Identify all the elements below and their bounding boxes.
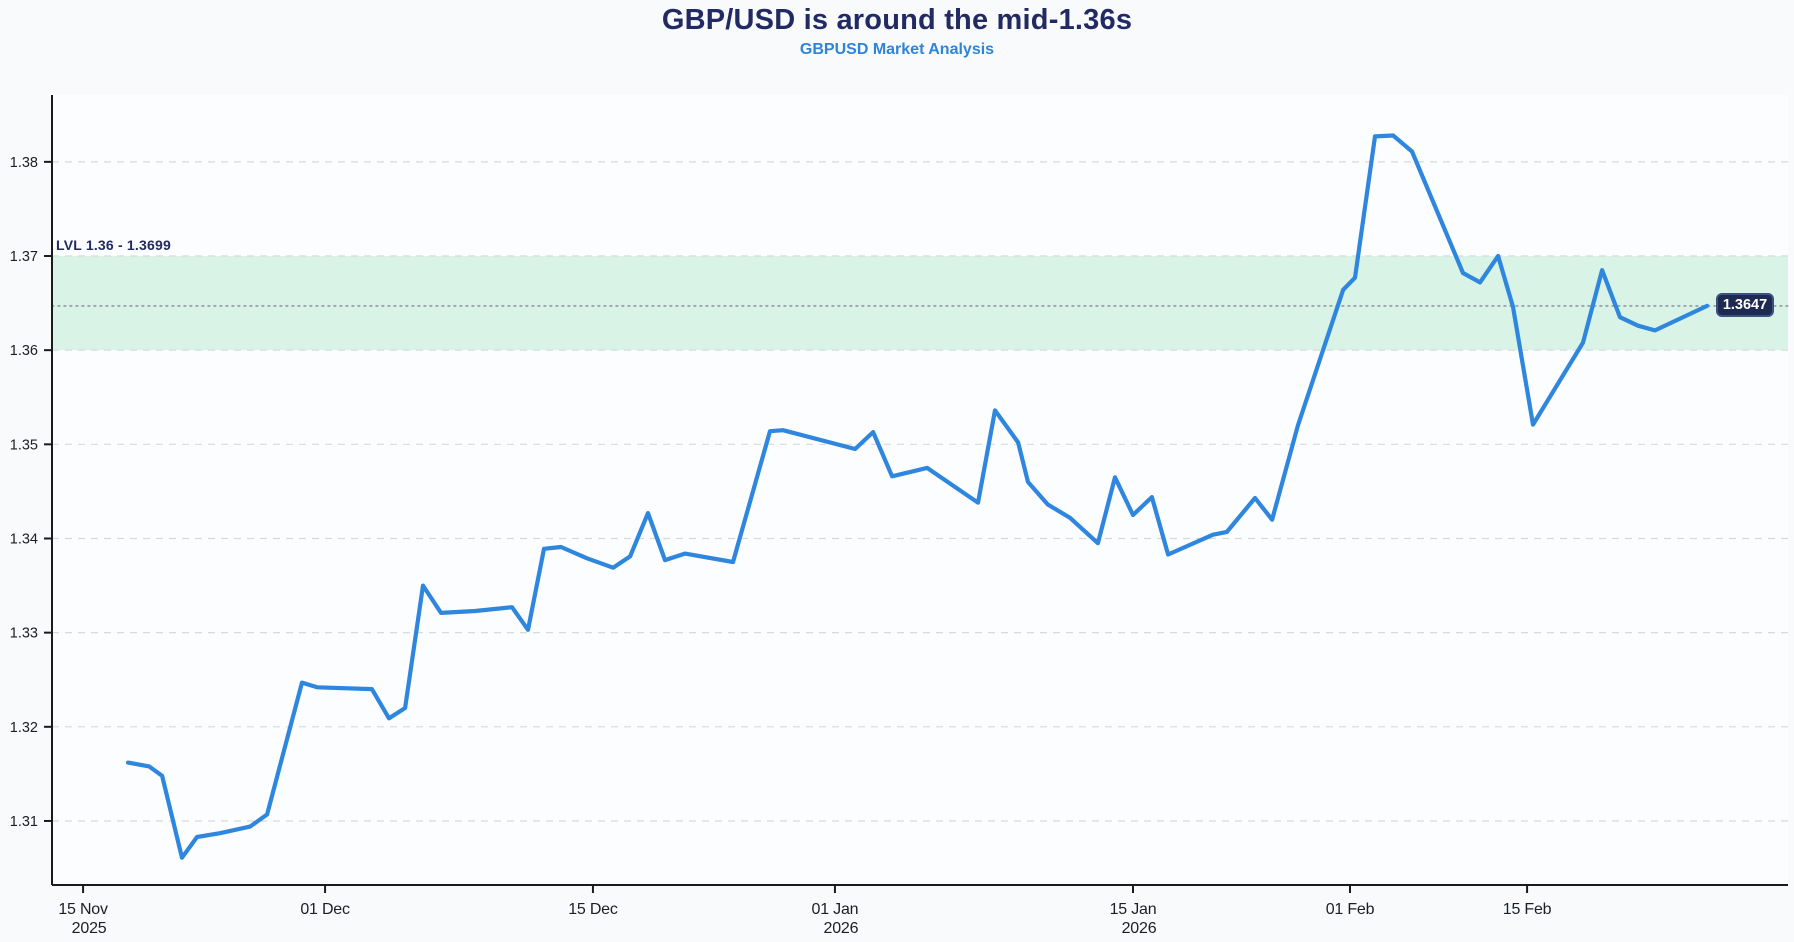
y-tick-label: 1.35 <box>10 437 38 453</box>
y-tick-label: 1.38 <box>10 155 38 171</box>
page-subtitle: GBPUSD Market Analysis <box>799 41 995 58</box>
x-tick-label: 15 Nov <box>58 901 108 918</box>
support-band <box>52 256 1788 351</box>
x-tick-label: 01 Feb <box>1326 901 1375 918</box>
x-axis: 15 Nov 2025 01 Dec 15 Dec 01 Jan 2026 15 Jan 20… <box>52 884 1788 937</box>
x-tick-label: 15 Feb <box>1503 901 1552 918</box>
x-tick-year-label: 2026 <box>824 920 859 937</box>
x-tick-year-label: 2026 <box>1122 920 1157 937</box>
y-tick-label: 1.36 <box>10 343 38 359</box>
x-tick-label: 15 Dec <box>568 901 618 918</box>
y-tick-label: 1.34 <box>10 532 38 548</box>
current-price-badge: 1.3647 <box>1716 293 1774 317</box>
x-tick-label: 01 Dec <box>300 901 350 918</box>
support-band-label: LVL 1.36 - 1.3699 <box>56 237 171 253</box>
y-tick-label: 1.31 <box>10 814 38 830</box>
y-axis: 1.31 1.32 1.33 1.34 1.35 1.36 1.37 1.38 <box>10 95 53 885</box>
y-tick-label: 1.37 <box>10 249 38 265</box>
page-title: GBP/USD is around the mid-1.36s <box>661 4 1133 36</box>
x-tick-label: 01 Jan <box>812 901 859 918</box>
plot-area <box>52 95 1788 885</box>
x-tick-year-label: 2025 <box>72 920 107 937</box>
price-series-line <box>125 133 1710 860</box>
x-tick-label: 15 Jan <box>1110 901 1157 918</box>
y-tick-label: 1.33 <box>10 626 38 642</box>
y-tick-label: 1.32 <box>10 720 38 736</box>
